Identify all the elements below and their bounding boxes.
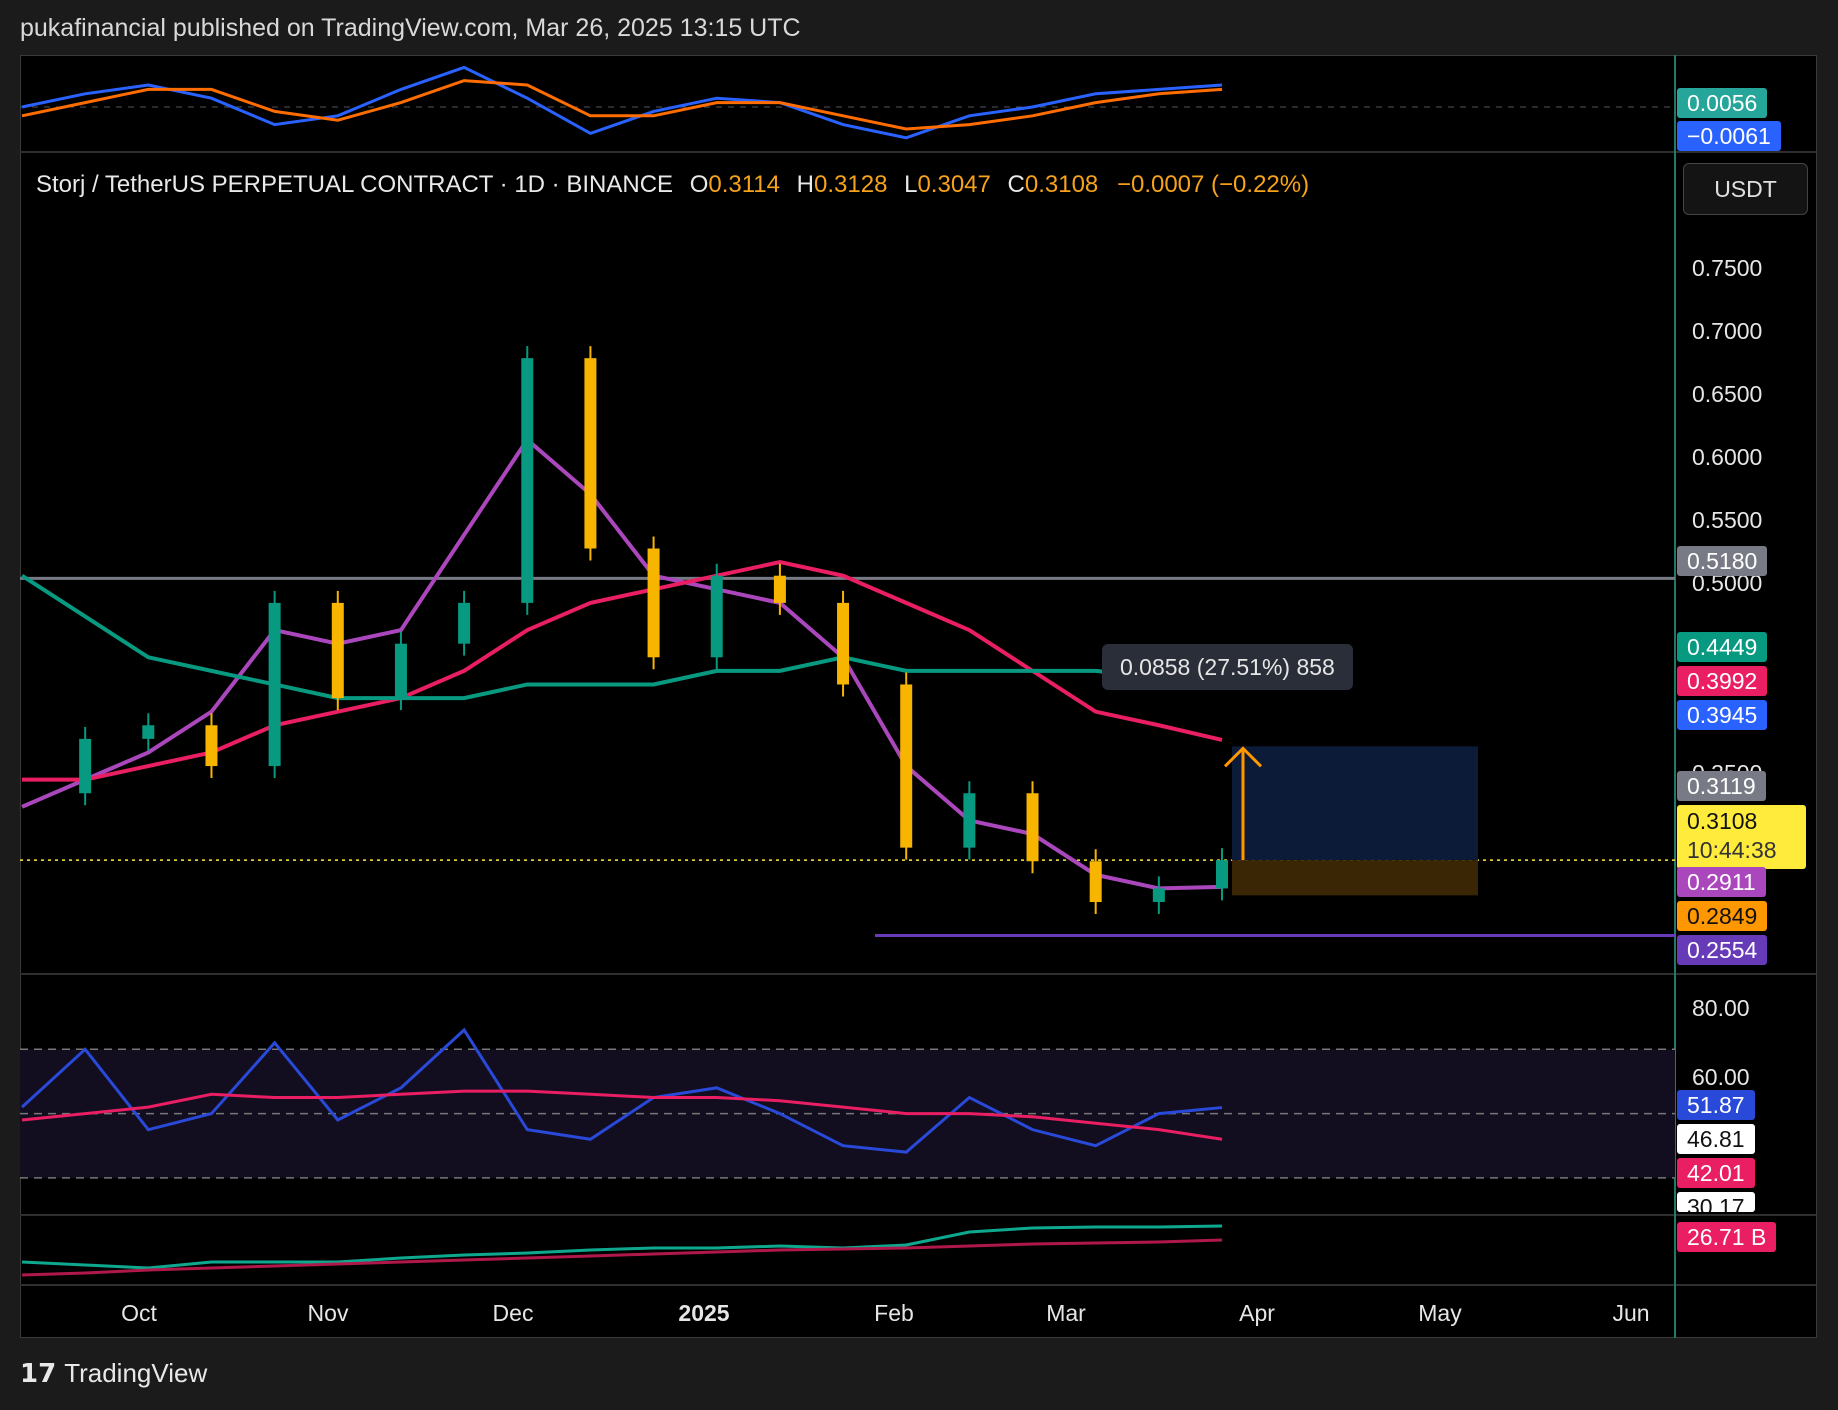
rsi-low-badge: 30.17: [1677, 1192, 1755, 1212]
candle-body: [394, 643, 407, 699]
ma-line-red: [22, 560, 1223, 782]
rsi-ma-line: [21, 1089, 1223, 1141]
volume-line: [21, 1224, 1223, 1270]
candle-body: [521, 358, 534, 603]
date-tick: Nov: [307, 1300, 349, 1326]
price-tick: 0.7000: [1692, 318, 1763, 344]
volume-badge: 26.71 B: [1677, 1222, 1777, 1252]
date-tick: Feb: [874, 1300, 914, 1326]
footer-brand-name: TradingView: [64, 1358, 208, 1388]
level-badge: 0.5180: [1677, 546, 1768, 576]
candle-body: [1152, 888, 1165, 903]
low-label: L: [904, 171, 918, 198]
date-tick: Dec: [492, 1300, 534, 1326]
footer-brand[interactable]: 𝟭𝟳 TradingView: [20, 1358, 207, 1389]
ma-red-badge: 0.3992: [1677, 666, 1768, 696]
candle-body: [1089, 861, 1102, 903]
candle-body: [837, 602, 850, 685]
price-tick: 0.6000: [1692, 444, 1763, 470]
candle-body: [710, 575, 723, 658]
support-badge: 0.2554: [1677, 935, 1768, 965]
ma-line-green: [20, 574, 1223, 701]
candle-body: [647, 548, 660, 658]
low-value: 0.3047: [917, 171, 991, 198]
open-label: O: [689, 171, 709, 198]
countdown-value: 10:44:38: [1687, 837, 1777, 863]
stop-zone: [1232, 860, 1478, 896]
date-tick: Oct: [121, 1300, 157, 1326]
macd-badge: 0.0056: [1677, 88, 1768, 118]
target-badge: 0.3945: [1677, 700, 1768, 730]
candle-body: [142, 725, 155, 739]
last-high-badge: 0.3119: [1677, 771, 1766, 801]
symbol-name: Storj / TetherUS PERPETUAL CONTRACT · 1D…: [36, 171, 674, 198]
ma-green-badge: 0.4449: [1677, 632, 1768, 662]
volume-ma-line: [21, 1238, 1223, 1277]
high-value: 0.3128: [814, 171, 888, 198]
high-label: H: [796, 171, 815, 198]
candle-body: [900, 684, 913, 848]
symbol-legend: Storj / TetherUS PERPETUAL CONTRACT · 1D…: [36, 171, 1309, 199]
date-tick: Mar: [1046, 1300, 1086, 1326]
candle-body: [773, 575, 786, 603]
publish-header: pukafinancial published on TradingView.c…: [20, 14, 801, 42]
close-label: C: [1007, 171, 1025, 198]
candle-body: [205, 725, 218, 767]
date-tick: Apr: [1239, 1300, 1275, 1326]
candle-body: [331, 602, 344, 699]
macd-signal-badge: −0.0061: [1677, 121, 1781, 151]
macd-line: [21, 65, 1223, 140]
rsi-tick: 80.00: [1692, 995, 1750, 1021]
open-value: 0.3114: [708, 171, 780, 198]
currency-button[interactable]: USDT: [1683, 163, 1808, 215]
date-tick: May: [1418, 1300, 1462, 1326]
measure-tooltip: 0.0858 (27.51%) 858: [1102, 644, 1353, 690]
candle-body: [963, 793, 976, 848]
date-tick: Jun: [1612, 1300, 1650, 1326]
change-value: −0.0007 (−0.22%): [1116, 171, 1310, 198]
ma-purple-badge: 0.2911: [1677, 867, 1766, 897]
ma-line-purple: [21, 436, 1223, 891]
rsi-ma-badge: 42.01: [1677, 1158, 1755, 1188]
price-tick: 0.6500: [1692, 381, 1763, 407]
tradingview-logo-icon: 𝟭𝟳: [20, 1358, 57, 1388]
rsi-tick: 60.00: [1692, 1064, 1750, 1090]
price-badge-value: 0.3108: [1687, 808, 1758, 834]
rsi-value-badge: 51.87: [1677, 1090, 1755, 1120]
price-badge: 0.3108 10:44:38: [1677, 805, 1806, 869]
candle-body: [584, 358, 597, 549]
candle-body: [268, 602, 281, 767]
macd-signal-line: [21, 79, 1223, 131]
measure-arrowhead: [1223, 746, 1263, 768]
candle-body: [1026, 793, 1039, 862]
rsi-line: [20, 1027, 1223, 1154]
candle-body: [458, 602, 471, 644]
rsi-band-badge: 46.81: [1677, 1124, 1755, 1154]
close-value: 0.3108: [1024, 171, 1099, 198]
candle-body: [79, 738, 92, 794]
date-tick: 2025: [678, 1300, 730, 1326]
price-tick: 0.7500: [1692, 255, 1763, 281]
target-zone: [1232, 746, 1478, 861]
stop-badge: 0.2849: [1677, 901, 1768, 931]
candle-body: [1216, 860, 1228, 889]
price-tick: 0.5500: [1692, 507, 1763, 533]
